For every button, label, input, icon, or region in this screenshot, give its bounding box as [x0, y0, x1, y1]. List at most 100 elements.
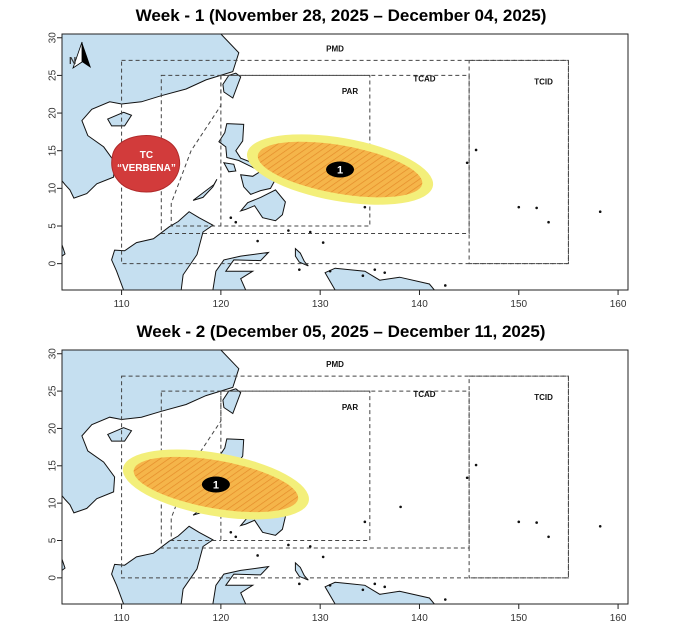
small-island: [383, 585, 387, 589]
zone-label-pmd: PMD: [326, 44, 344, 53]
area-marker-label: 1: [213, 479, 219, 491]
zone-boundary-tcid: [468, 375, 569, 579]
land-halmahera: [294, 561, 309, 581]
y-tick-label: 20: [48, 422, 59, 434]
small-island: [465, 476, 469, 480]
land-malaya: [62, 244, 66, 257]
small-island: [535, 521, 538, 524]
week2-title: Week - 2 (December 05, 2025 – December 1…: [136, 322, 546, 341]
small-island: [373, 268, 377, 271]
small-island: [287, 229, 290, 232]
par-boundary-west: [170, 391, 222, 541]
north-arrow-icon-half: [72, 41, 83, 69]
small-island: [321, 241, 325, 244]
zone-label-pmd: PMD: [326, 360, 344, 369]
week1-map: 1 TC “VERBENA” PMD TCAD TCID PAR N 110 120 130 140 1…: [48, 32, 629, 310]
small-island: [399, 505, 402, 509]
land-sulawesi: [212, 565, 270, 604]
y-tick-label: 20: [48, 107, 59, 119]
y-tick-label: 5: [48, 537, 59, 543]
x-tick-label: 140: [411, 299, 428, 310]
zone-label-tcad: TCAD: [413, 74, 435, 83]
x-tick-label: 150: [510, 613, 527, 624]
zone-boundary-tcid: [468, 59, 569, 265]
small-island: [363, 205, 367, 209]
land-sulawesi: [212, 251, 270, 290]
small-island: [308, 545, 312, 548]
land-guinea: [324, 581, 436, 604]
zone-label-tcid: TCID: [534, 77, 553, 86]
x-tick-label: 130: [312, 613, 329, 624]
area-marker: [201, 476, 230, 493]
week1-title: Week - 1 (November 28, 2025 – December 0…: [135, 6, 547, 25]
zone-label-par: PAR: [342, 403, 359, 412]
small-island: [361, 274, 365, 277]
small-island: [328, 269, 332, 273]
small-island: [361, 588, 365, 592]
small-island: [321, 555, 325, 559]
par-boundary-west: [170, 75, 222, 227]
small-island: [443, 284, 447, 287]
small-island: [328, 584, 332, 587]
week2-map: 1 PMD TCAD TCID PAR 110 120 130 140 150 160 0 5 10 15 2…: [48, 348, 629, 624]
small-island: [298, 268, 301, 271]
land-hainan: [106, 111, 133, 127]
small-island: [256, 554, 259, 557]
small-island: [598, 525, 602, 528]
x-tick-label: 130: [312, 299, 329, 310]
area-marker: [326, 161, 355, 178]
y-tick-label: 5: [48, 223, 59, 229]
x-tick-label: 120: [213, 613, 230, 624]
map-layer: 1: [62, 350, 628, 604]
x-tick-label: 110: [114, 299, 130, 310]
land-palawan: [192, 179, 218, 201]
small-island: [234, 220, 238, 224]
y-tick-label: 0: [48, 260, 59, 266]
small-island: [363, 520, 367, 524]
small-island: [517, 205, 521, 209]
x-tick-label: 160: [610, 613, 627, 624]
cyclone-label-line2: “VERBENA”: [117, 163, 176, 174]
map-layer: 1 TC “VERBENA”: [62, 34, 628, 290]
small-island: [443, 598, 447, 601]
y-tick-label: 25: [48, 69, 59, 81]
zone-label-par: PAR: [342, 87, 359, 96]
cyclone-label-line1: TC: [140, 150, 153, 161]
land-indochina: [62, 350, 240, 514]
y-tick-label: 15: [48, 145, 59, 157]
land-malaya: [62, 559, 66, 572]
x-tick-label: 110: [114, 613, 130, 624]
land-mindoro: [222, 162, 237, 173]
small-island: [383, 271, 387, 274]
land-guinea: [324, 267, 436, 290]
x-tick-label: 160: [610, 299, 627, 310]
small-island: [256, 239, 259, 243]
small-island: [598, 210, 602, 213]
small-island: [229, 216, 233, 220]
north-arrow-icon: [82, 42, 91, 68]
x-tick-label: 150: [510, 299, 527, 310]
land-hainan: [106, 427, 133, 442]
small-island: [547, 220, 550, 224]
small-island: [373, 582, 377, 586]
y-tick-label: 10: [48, 497, 59, 509]
small-island: [517, 520, 521, 524]
land-mindanao: [239, 189, 286, 222]
small-island: [535, 206, 538, 210]
zone-label-tcad: TCAD: [413, 390, 435, 399]
small-island: [229, 530, 233, 534]
y-tick-label: 10: [48, 182, 59, 194]
small-island: [234, 535, 238, 539]
zone-boundary-par: [220, 390, 371, 541]
area-marker-label: 1: [337, 165, 343, 177]
land-halmahera: [294, 247, 309, 267]
y-tick-label: 0: [48, 575, 59, 581]
small-island: [287, 543, 290, 547]
small-island: [298, 582, 301, 586]
zone-label-tcid: TCID: [534, 393, 553, 402]
zone-boundary-pmd: [121, 375, 569, 579]
y-tick-label: 25: [48, 385, 59, 397]
plot-frame: [61, 33, 629, 291]
north-arrow-label: N: [69, 56, 76, 67]
y-tick-label: 30: [48, 32, 59, 44]
